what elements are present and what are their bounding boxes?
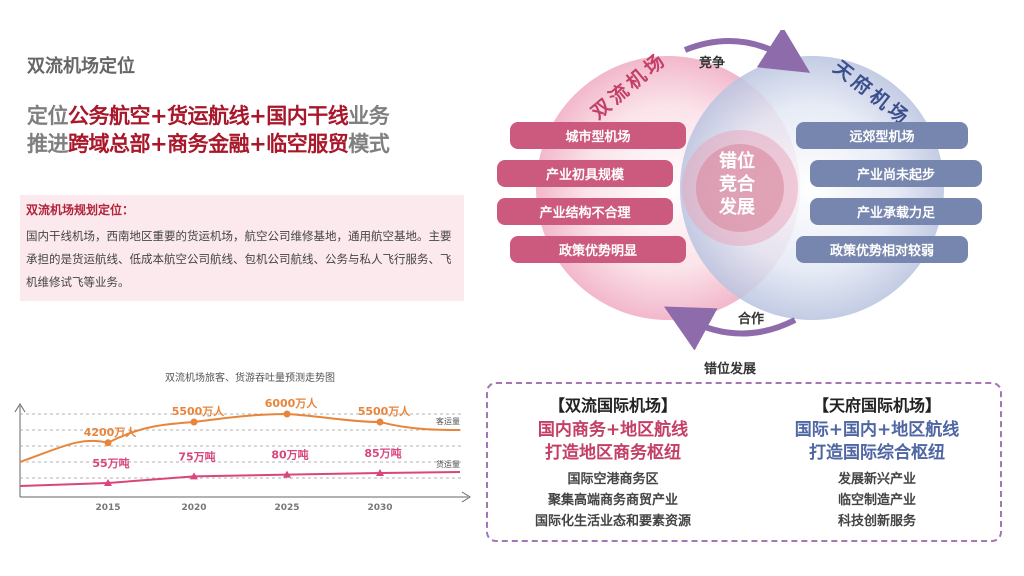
x-tick-2025: 2025: [274, 503, 299, 513]
passenger-label-2020: 5500万人: [172, 404, 226, 418]
passenger-point-2025: [283, 410, 291, 418]
right-column-item-2: 临空制造产业: [837, 493, 916, 508]
planning-box-title: 双流机场规划定位：: [26, 203, 135, 217]
freight-label-2030: 85万吨: [364, 446, 401, 460]
x-tick-2030: 2030: [367, 503, 392, 513]
passenger-label-2025: 6000万人: [265, 396, 319, 410]
freight-point-2020: [190, 472, 198, 480]
headline-1-part1: 公务航空: [68, 104, 151, 128]
headline-1-part2: 货运航线: [167, 104, 250, 128]
right-column: 【天府国际机场】 国际+国内+地区航线 打造国际综合枢纽 发展新兴产业 临空制造…: [756, 392, 998, 532]
headline-2-part2: 商务金融: [167, 132, 250, 156]
planning-box: 双流机场规划定位： 国内干线机场，西南地区重要的货运机场，航空公司维修基地，通用…: [20, 195, 464, 301]
series-passenger-line: [19, 412, 461, 463]
page-title: 双流机场定位: [27, 56, 135, 77]
overlap-inner: [696, 144, 784, 232]
right-column-item-1: 发展新兴产业: [837, 472, 916, 487]
left-column-line-1: 国内商务+地区航线: [537, 420, 689, 440]
right-column-item-3: 科技创新服务: [837, 514, 916, 529]
passenger-label-2015: 4200万人: [84, 425, 138, 439]
headline-1-part3: 国内干线: [266, 104, 349, 128]
right-column-title: 【天府国际机场】: [812, 396, 941, 415]
headline-1-sep1: +: [150, 104, 168, 128]
headline-2-part3: 临空服贸: [266, 132, 349, 156]
headline-2-sep1: +: [150, 132, 168, 156]
planning-box-body: 国内干线机场，西南地区重要的货运机场，航空公司维修基地，通用航空基地。主要承担的…: [26, 229, 452, 289]
x-tick-2015: 2015: [95, 503, 120, 513]
freight-label-2025: 80万吨: [271, 448, 308, 462]
headline-1-prefix: 定位: [27, 104, 69, 128]
left-item-3: 产业结构不合理: [497, 198, 673, 225]
left-column-line-2: 打造地区商务枢纽: [545, 443, 681, 463]
left-item-4: 政策优势明显: [510, 236, 686, 263]
compete-arrow: [683, 30, 811, 73]
cooperate-label: 合作: [738, 312, 765, 327]
right-column-line-2: 打造国际综合枢纽: [809, 443, 945, 463]
headline-1-suffix: 业务: [348, 104, 390, 128]
left-column-item-1: 国际空港商务区: [567, 472, 659, 487]
headline-2-prefix: 推进: [27, 132, 69, 156]
bottom-label: 错位发展: [704, 362, 757, 377]
freight-label-2020: 75万吨: [178, 449, 215, 463]
right-item-1: 远郊型机场: [796, 122, 968, 149]
freight-point-2030: [376, 469, 384, 476]
series-freight-line: [19, 471, 461, 487]
passenger-point-2020: [190, 418, 198, 426]
left-item-1: 城市型机场: [510, 122, 686, 149]
right-item-2: 产业尚未起步: [810, 160, 982, 187]
passenger-point-2030: [376, 418, 384, 426]
left-column-item-2: 聚集高端商务商贸产业: [547, 493, 678, 508]
headline-mode: 推进跨域总部+商务金融+临空服贸模式: [27, 128, 390, 158]
freight-point-2025: [283, 470, 291, 478]
left-column-item-3: 国际化生活业态和要素资源: [534, 514, 691, 529]
comparison-box: 【双流国际机场】 国内商务+地区航线 打造地区商务枢纽 国际空港商务区 聚集高端…: [486, 382, 1002, 542]
right-item-4: 政策优势相对较弱: [796, 236, 968, 263]
right-column-line-1: 国际+国内+地区航线: [794, 420, 960, 440]
series-freight-name: 货运量: [436, 459, 460, 469]
passenger-label-2030: 5500万人: [358, 404, 412, 418]
headline-positioning: 定位公务航空+货运航线+国内干线业务: [27, 100, 390, 130]
left-item-2: 产业初具规模: [497, 160, 673, 187]
left-column: 【双流国际机场】 国内商务+地区航线 打造地区商务枢纽 国际空港商务区 聚集高端…: [492, 392, 734, 532]
x-axis-arrow: [461, 491, 471, 503]
headline-2-part1: 跨域总部: [68, 132, 151, 156]
series-passenger-name: 客运量: [436, 416, 460, 426]
x-tick-2020: 2020: [181, 503, 206, 513]
freight-point-2015: [104, 479, 112, 486]
passenger-point-2015: [104, 439, 112, 447]
center-text: 错位 竞合 发展: [712, 150, 762, 219]
chart-title: 双流机场旅客、货游吞吐量预测走势图: [165, 373, 335, 384]
right-item-3: 产业承载力足: [810, 198, 982, 225]
headline-2-suffix: 模式: [348, 132, 390, 156]
y-axis-arrow: [14, 403, 26, 413]
center-line-1: 错位: [719, 151, 755, 172]
left-column-title: 【双流国际机场】: [548, 396, 677, 415]
headline-2-sep2: +: [249, 132, 267, 156]
compete-label: 竞争: [699, 56, 726, 71]
freight-label-2015: 55万吨: [92, 456, 129, 470]
center-line-2: 竞合: [719, 174, 755, 195]
headline-1-sep2: +: [249, 104, 267, 128]
center-line-3: 发展: [719, 197, 755, 218]
cooperate-arrow: [663, 306, 797, 350]
